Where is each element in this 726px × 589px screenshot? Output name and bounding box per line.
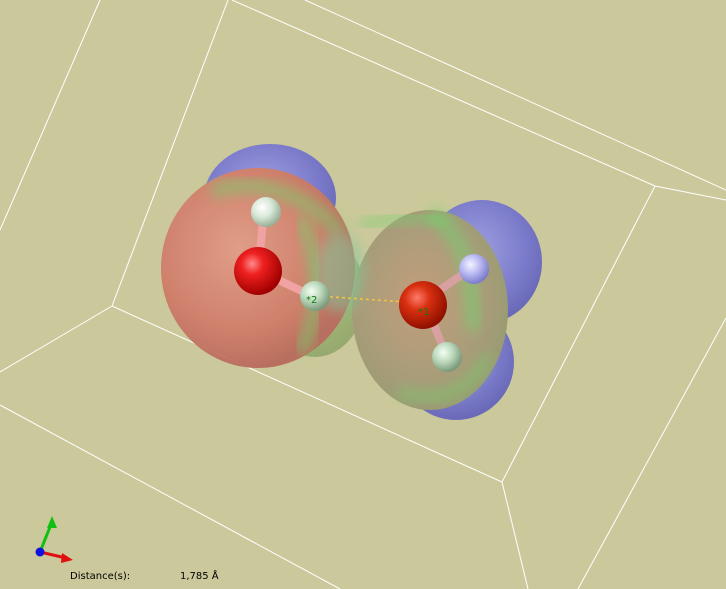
atoms[interactable]: [234, 197, 489, 372]
atom-label-donor: *2: [306, 295, 317, 306]
hydrogen-atom-right-top[interactable]: [459, 254, 489, 284]
axes-triad-icon: [35, 516, 73, 563]
electrostatic-surface: [161, 144, 542, 420]
hydrogen-atom-bridge[interactable]: [300, 281, 330, 311]
oxygen-atom-left[interactable]: [234, 247, 282, 295]
hydrogen-atom-right-bottom[interactable]: [432, 342, 462, 372]
hydrogen-atom-top-left[interactable]: [251, 197, 281, 227]
hydrogen-bond-line: [317, 295, 407, 303]
atom-label-acceptor: *1: [418, 307, 429, 318]
measurement-readout: Distance(s): 1,785 Å: [70, 571, 290, 585]
distance-label: Distance(s):: [70, 571, 131, 582]
distance-value: 1,785 Å: [180, 571, 219, 582]
oxygen-atom-right[interactable]: [399, 281, 447, 329]
